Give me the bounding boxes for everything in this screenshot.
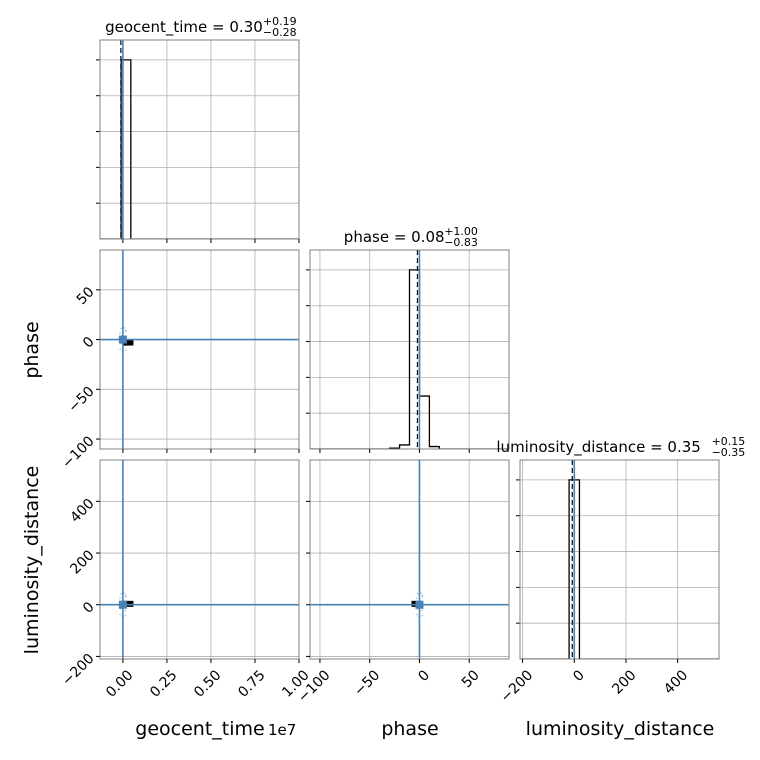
x-tick-label: 0.00: [103, 667, 136, 700]
sample-point: [119, 332, 121, 334]
sample-point: [416, 592, 419, 595]
title-error-plus: +0.19: [263, 15, 297, 28]
y-tick-label: 400: [67, 496, 97, 526]
x-axis-label-geocent-time: geocent_time: [135, 718, 264, 740]
sample-point: [120, 327, 122, 330]
x-tick-label: 50: [459, 667, 483, 691]
panel-frame: [99, 39, 300, 240]
sample-point: [123, 327, 126, 329]
sample-point: [421, 595, 424, 598]
title-error-minus: −0.28: [263, 26, 297, 39]
diag-panel-luminosity_distance: −200 0 200 400: [498, 459, 720, 706]
y-tick-label: 50: [74, 284, 98, 308]
title-error-plus: +0.15: [712, 435, 746, 448]
density-block: [122, 339, 134, 346]
x-tick-label: 0: [415, 667, 433, 685]
diag-panel-geocent_time: [96, 39, 300, 243]
title-error-plus: +1.00: [444, 225, 478, 238]
sample-point: [125, 594, 127, 597]
title-phase: phase = 0.08 +1.00−0.83: [344, 225, 478, 249]
title-text: phase = 0.08: [344, 228, 445, 246]
sample-point: [123, 592, 126, 594]
y-tick-label: −200: [59, 651, 98, 690]
x-tick-label: 0.50: [191, 667, 224, 700]
sample-point: [125, 595, 127, 598]
sample-point: [124, 349, 127, 352]
truth-marker: [118, 335, 127, 344]
sample-point: [125, 329, 127, 331]
x-axis-label-luminosity-distance: luminosity_distance: [526, 718, 715, 740]
y-tick-label: −100: [59, 433, 98, 472]
panel-frame: [309, 459, 510, 660]
y-tick-label: −50: [65, 384, 97, 416]
title-text: geocent_time = 0.30: [105, 18, 263, 37]
title-text: luminosity_distance = 0.35: [496, 438, 700, 457]
x-tick-label: 0.75: [235, 667, 268, 700]
histogram-step: [520, 479, 719, 659]
panel-frame: [309, 249, 510, 450]
x-tick-label: −50: [351, 667, 383, 699]
histogram-step: [100, 59, 299, 239]
x-tick-label: 400: [661, 667, 691, 697]
sample-point: [124, 614, 127, 617]
y-tick-label: 0: [80, 599, 98, 617]
panel-frame: [99, 459, 300, 660]
panel-frame: [99, 249, 300, 450]
panel-content: [310, 250, 509, 449]
panel-content: [100, 250, 299, 449]
truth-marker: [415, 600, 424, 609]
sample-point: [421, 594, 424, 597]
title-luminosity_distance: luminosity_distance = 0.35 +0.15−0.35: [496, 435, 745, 459]
panel-frame: [519, 459, 720, 660]
title-error-minus: −0.83: [444, 236, 478, 249]
truth-marker: [118, 600, 127, 609]
y-axis-label-phase: phase: [21, 321, 43, 378]
y-tick-label: 200: [67, 547, 97, 577]
title-error-minus: −0.35: [712, 446, 746, 459]
sample-point: [119, 348, 121, 351]
panel-content: [310, 460, 509, 659]
density-block: [122, 600, 134, 607]
sample-point: [421, 614, 423, 617]
sample-point: [415, 597, 418, 600]
title-geocent_time: geocent_time = 0.30 +0.19−0.28: [105, 15, 297, 39]
x-tick-label: 0: [570, 667, 588, 685]
sample-point: [421, 609, 423, 612]
diag-panel-phase: [306, 249, 510, 453]
sample-point: [120, 592, 122, 595]
panel-phase-vs-luminosity_distance: −100 −50 0 50: [295, 459, 510, 706]
panel-content: [100, 460, 299, 659]
panel-content: [100, 40, 299, 239]
sample-point: [119, 613, 121, 616]
sample-point: [420, 592, 422, 594]
sample-point: [125, 330, 127, 333]
panel-geocent_time-vs-phase: −100 −50 0 50: [59, 249, 300, 472]
sample-point: [415, 613, 418, 616]
x-tick-label: 0.25: [147, 667, 180, 700]
x-axis-label-phase: phase: [381, 718, 438, 740]
sample-point: [119, 597, 121, 600]
y-tick-label: 0: [80, 334, 98, 352]
histogram-step: [310, 269, 509, 449]
x-tick-label: 200: [609, 667, 639, 697]
y-axis-label-luminosity-distance: luminosity_distance: [21, 466, 43, 655]
x-offset-label: 1e7: [268, 721, 296, 739]
sample-point: [124, 609, 127, 612]
x-tick-label: −200: [498, 667, 537, 706]
panel-content: [520, 460, 719, 659]
